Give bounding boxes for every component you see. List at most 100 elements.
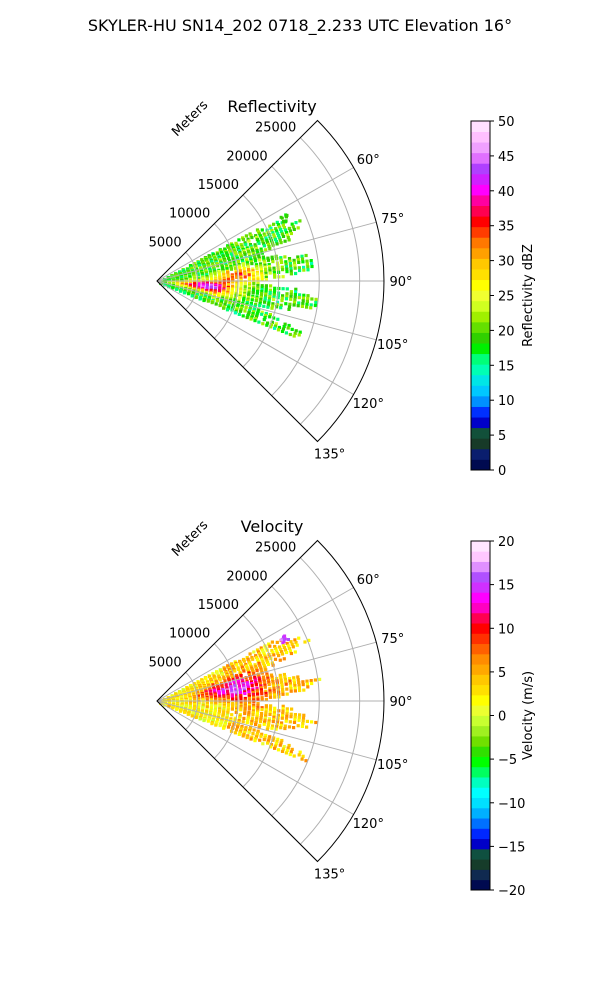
reflectivity-echo-cell (287, 226, 291, 230)
reflectivity-echo-cell (198, 263, 202, 268)
reflectivity-echo-cell (247, 283, 252, 287)
reflectivity-echo-cell (268, 292, 272, 297)
velocity-echo-cell (267, 737, 271, 741)
reflectivity-echo-cell (248, 253, 252, 257)
reflectivity-echo-cell (250, 248, 255, 252)
velocity-echo-cell (251, 670, 255, 674)
reflectivity-echo-cell (251, 250, 255, 254)
reflectivity-echo-cell (280, 299, 284, 303)
velocity-echo-cell (260, 658, 264, 662)
reflectivity-echo-cell (300, 257, 305, 261)
reflectivity-echo-cell (256, 280, 260, 284)
velocity-angle-tick-label: 120° (353, 817, 384, 832)
reflectivity-echo-cell (274, 322, 278, 326)
reflectivity-echo-cell (268, 269, 272, 273)
velocity-echo-cell (281, 704, 285, 708)
velocity-echo-cell (199, 714, 203, 718)
velocity-echo-cell (224, 719, 228, 723)
velocity-echo-cell (267, 682, 271, 687)
reflectivity-echo-cell (284, 265, 289, 269)
reflectivity-angle-tick-label: 120° (353, 397, 384, 412)
velocity-echo-cell (265, 658, 269, 662)
reflectivity-echo-cell (260, 292, 264, 296)
reflectivity-colorbar-swatch (471, 279, 490, 291)
velocity-echo-cell (264, 714, 268, 718)
reflectivity-echo-cell (262, 257, 266, 261)
velocity-echo-cell (283, 724, 287, 728)
reflectivity-echo-cell (267, 297, 272, 301)
reflectivity-colorbar-swatch (471, 427, 490, 439)
velocity-radial-tick-label: 25000 (255, 541, 296, 556)
velocity-echo-cell (208, 711, 213, 715)
velocity-echo-cell (272, 715, 276, 719)
reflectivity-echo-cell (249, 317, 253, 321)
reflectivity-echo-cell (267, 301, 271, 305)
reflectivity-echo-cell (244, 234, 248, 238)
velocity-echo-cell (257, 725, 261, 729)
velocity-echo-cell (245, 735, 249, 740)
reflectivity-echo-cell (243, 309, 247, 313)
reflectivity-echo-cell (270, 228, 274, 233)
reflectivity-echo-cell (264, 236, 268, 240)
velocity-echo-cell (235, 725, 240, 729)
reflectivity-echo-cell (273, 324, 278, 328)
reflectivity-echo-cell (264, 292, 268, 296)
velocity-echo-cell (243, 701, 247, 706)
velocity-echo-cell (306, 685, 310, 689)
reflectivity-echo-cell (264, 290, 268, 294)
velocity-echo-cell (237, 667, 241, 671)
velocity-echo-cell (247, 659, 251, 663)
reflectivity-echo-cell (258, 258, 262, 262)
reflectivity-echo-cell (245, 302, 249, 306)
velocity-radial-tick-label: 10000 (169, 627, 210, 642)
velocity-echo-cell (209, 706, 213, 710)
velocity-echo-cell (212, 715, 216, 719)
velocity-echo-cell (246, 719, 250, 723)
reflectivity-echo-cell (258, 299, 263, 304)
velocity-echo-cell (243, 708, 247, 712)
velocity-echo-cell (263, 718, 267, 722)
velocity-echo-cell (196, 694, 200, 698)
reflectivity-colorbar-tick-label: 20 (498, 324, 515, 339)
reflectivity-echo-cell (198, 297, 202, 301)
velocity-echo-cell (275, 649, 279, 653)
velocity-echo-cell (240, 678, 245, 682)
reflectivity-echo-cell (253, 255, 257, 259)
reflectivity-echo-cell (247, 273, 251, 277)
reflectivity-echo-cell (233, 299, 237, 303)
reflectivity-echo-cell (272, 297, 276, 301)
velocity-echo-cell (205, 693, 209, 697)
reflectivity-echo-cell (258, 262, 263, 266)
reflectivity-echo-cell (249, 234, 253, 238)
reflectivity-colorbar-swatch (471, 216, 490, 228)
velocity-echo-cell (207, 717, 211, 721)
velocity-echo-cell (249, 680, 254, 684)
reflectivity-echo-field (159, 213, 318, 338)
reflectivity-echo-cell (273, 237, 278, 241)
velocity-echo-cell (277, 645, 282, 649)
reflectivity-echo-cell (293, 264, 297, 268)
reflectivity-echo-cell (256, 285, 260, 290)
velocity-echo-cell (246, 717, 250, 721)
velocity-echo-cell (262, 722, 266, 726)
reflectivity-colorbar-swatch (471, 142, 490, 154)
velocity-echo-cell (260, 706, 264, 710)
velocity-echo-cell (248, 673, 252, 677)
reflectivity-echo-cell (229, 267, 234, 271)
velocity-colorbar-swatch (471, 756, 490, 768)
reflectivity-echo-cell (260, 272, 264, 276)
reflectivity-azimuth-gridline (156, 280, 377, 341)
velocity-echo-cell (218, 723, 222, 728)
velocity-echo-cell (268, 691, 272, 695)
velocity-echo-cell (241, 734, 245, 738)
reflectivity-echo-cell (266, 305, 270, 309)
velocity-echo-cell (226, 689, 230, 693)
velocity-echo-cell (243, 706, 247, 711)
reflectivity-echo-cell (264, 284, 268, 288)
reflectivity-echo-cell (280, 260, 284, 264)
reflectivity-colorbar-swatch (471, 226, 490, 238)
velocity-colorbar-swatch (471, 725, 490, 737)
reflectivity-echo-cell (271, 260, 275, 264)
reflectivity-echo-cell (254, 315, 258, 319)
reflectivity-echo-cell (255, 270, 259, 274)
